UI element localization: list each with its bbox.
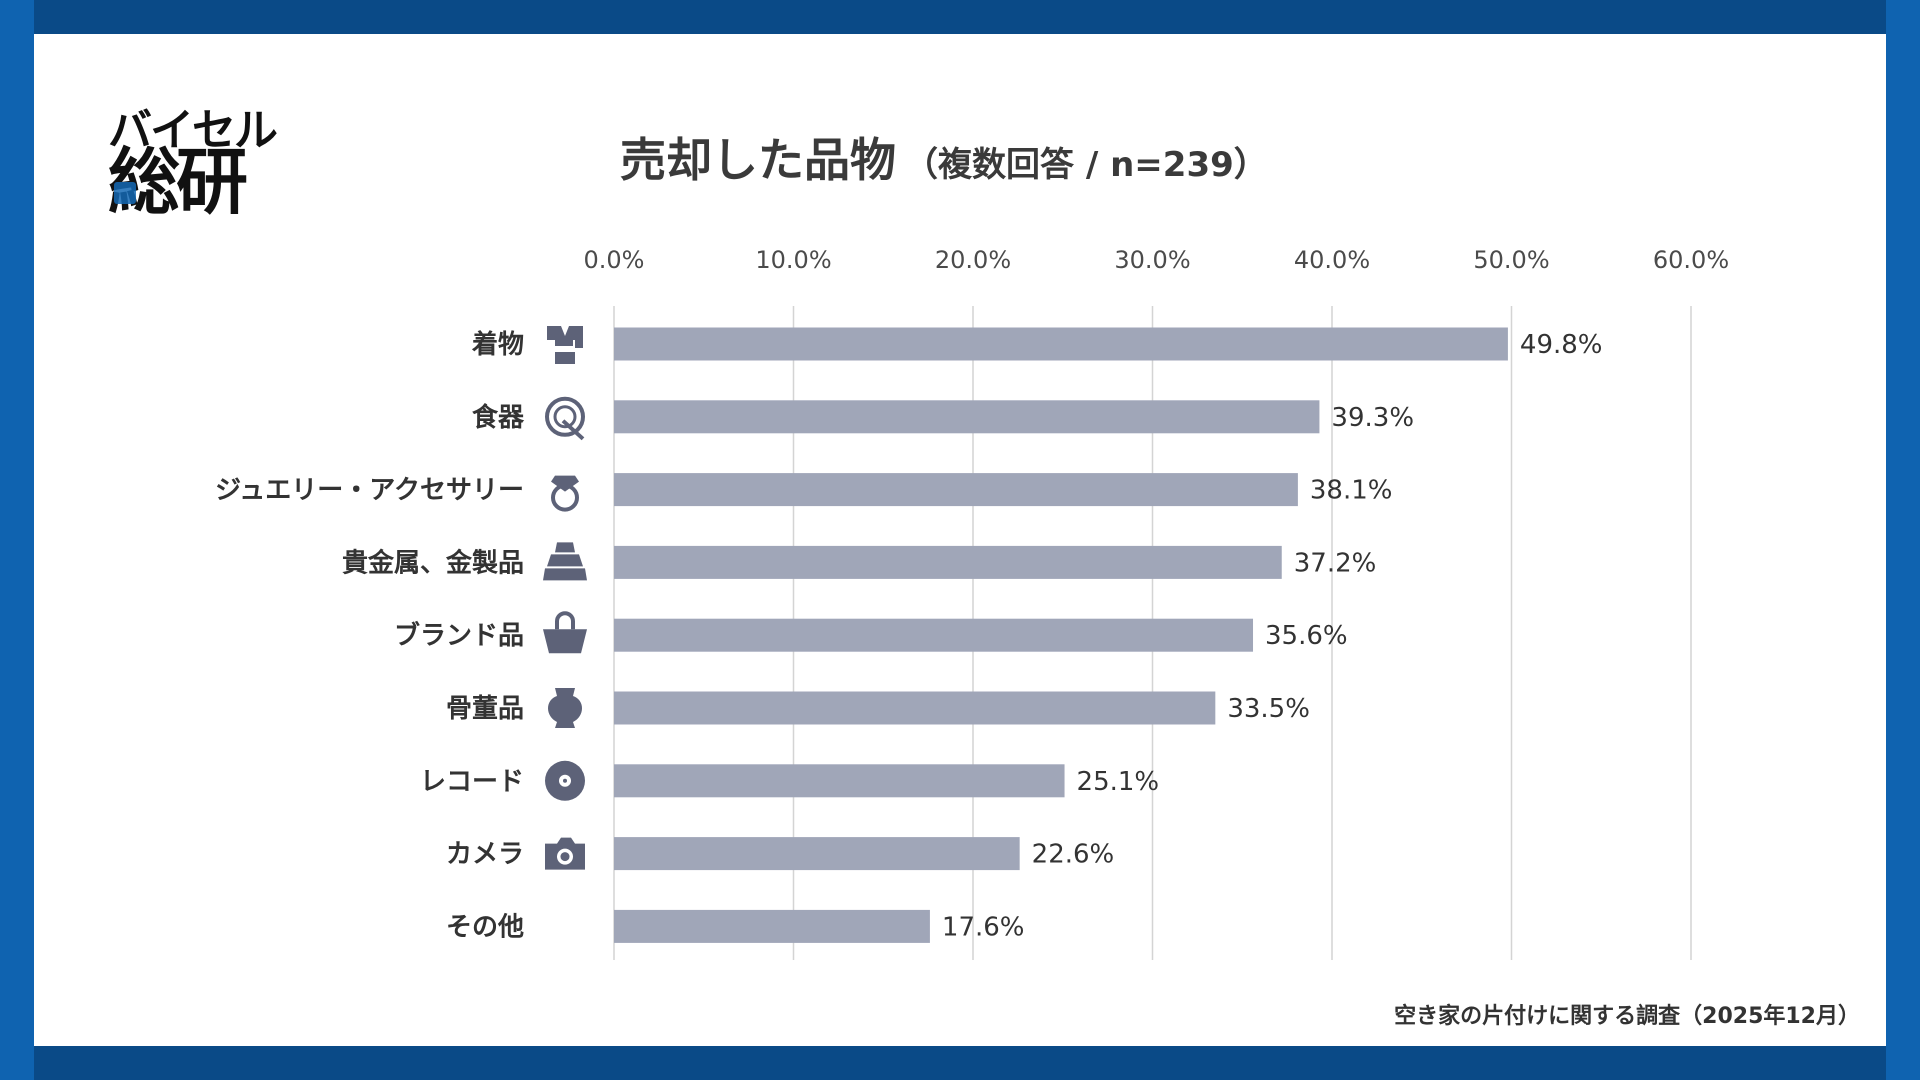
handbag-handle xyxy=(555,611,575,630)
value-label: 38.1% xyxy=(1310,476,1393,506)
category-label: レコード xyxy=(420,767,524,797)
bar xyxy=(614,327,1508,361)
vase-body xyxy=(548,688,582,728)
x-axis-ticks: 0.0% 10.0% 20.0% 30.0% 40.0% 50.0% 60.0% xyxy=(584,246,1730,274)
kimono-shape xyxy=(547,326,583,364)
ring-icon xyxy=(551,475,579,512)
frame-left xyxy=(0,0,34,1080)
kimono-icon xyxy=(547,326,583,364)
x-tick-label: 40.0% xyxy=(1294,246,1370,274)
bar xyxy=(614,400,1320,434)
source-footer: 空き家の片付けに関する調査（2025年12月） xyxy=(1394,1004,1860,1029)
x-tick-label: 30.0% xyxy=(1114,246,1190,274)
category-label: その他 xyxy=(446,912,524,942)
logo: バイセル 総研 xyxy=(108,94,288,224)
record-hole xyxy=(563,778,567,783)
category-label: 貴金属、金製品 xyxy=(342,547,524,578)
frame-right xyxy=(1886,0,1920,1080)
dish-center xyxy=(553,405,577,429)
category-label: 着物 xyxy=(471,329,524,360)
frame-top xyxy=(0,0,1920,34)
dish-rim xyxy=(545,396,585,437)
kimono-belt xyxy=(555,346,575,352)
handbag-icon xyxy=(543,611,587,654)
logo-accent-mark xyxy=(114,182,136,204)
x-tick-label: 50.0% xyxy=(1473,246,1549,274)
bar xyxy=(614,909,930,943)
camera-icon xyxy=(545,837,585,870)
bar xyxy=(614,764,1065,798)
chart-title-main: 売却した品物 xyxy=(620,133,896,187)
ring-gem xyxy=(551,475,579,492)
x-tick-label: 60.0% xyxy=(1653,246,1729,274)
bar xyxy=(614,545,1282,579)
logo-brand: バイセル xyxy=(108,105,278,156)
value-label: 37.2% xyxy=(1294,548,1377,578)
dish-fork xyxy=(561,419,585,441)
content-panel xyxy=(34,34,1886,1046)
value-label: 33.5% xyxy=(1227,694,1310,724)
category-label: 骨董品 xyxy=(446,694,524,724)
camera-lens xyxy=(560,852,570,862)
handbag-body xyxy=(543,629,587,654)
value-label: 22.6% xyxy=(1032,840,1115,870)
chart-title: 売却した品物 （複数回答 / n=239） xyxy=(620,124,1268,190)
vase-icon xyxy=(548,688,582,728)
category-labels: 着物食器ジュエリー・アクセサリー貴金属、金製品ブランド品骨董品レコードカメラその… xyxy=(215,329,525,942)
value-label: 17.6% xyxy=(942,912,1025,942)
gold-bar-mid xyxy=(547,554,583,567)
chart-title-sub: （複数回答 / n=239） xyxy=(904,145,1268,185)
bar xyxy=(614,691,1216,725)
gold-bar-bottom xyxy=(543,568,587,581)
bar xyxy=(614,618,1254,652)
bar xyxy=(614,473,1298,507)
record-icon xyxy=(545,760,585,801)
bars xyxy=(614,327,1508,943)
gold-bar-icon xyxy=(543,542,587,581)
category-label: カメラ xyxy=(446,840,524,870)
dish-icon xyxy=(545,396,585,441)
category-label: ブランド品 xyxy=(394,620,524,651)
x-tick-label: 0.0% xyxy=(584,246,645,274)
value-label: 35.6% xyxy=(1265,621,1348,651)
category-label: ジュエリー・アクセサリー xyxy=(215,476,524,506)
category-label: 食器 xyxy=(472,402,525,433)
category-icons xyxy=(543,326,587,870)
frame-bottom xyxy=(0,1046,1920,1080)
value-label: 49.8% xyxy=(1520,330,1603,360)
value-labels: 49.8% 39.3% 38.1% 37.2% 35.6% 33.5% 25.1% 22.6%… xyxy=(942,330,1603,942)
bar xyxy=(614,837,1020,871)
value-label: 25.1% xyxy=(1077,767,1160,797)
x-tick-label: 10.0% xyxy=(755,246,831,274)
gold-bar-top xyxy=(555,542,575,553)
value-label: 39.3% xyxy=(1331,403,1414,433)
x-tick-label: 20.0% xyxy=(935,246,1011,274)
